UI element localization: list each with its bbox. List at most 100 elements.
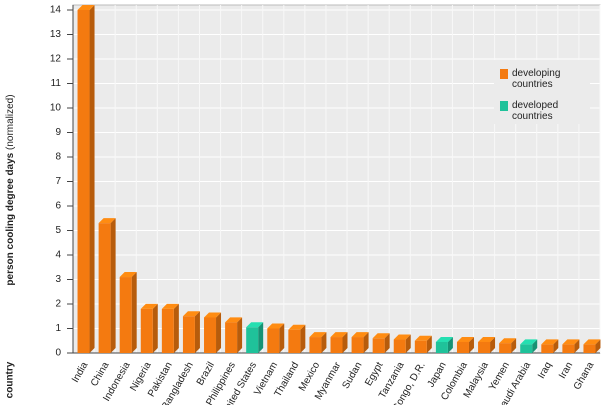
bar bbox=[246, 327, 259, 353]
bar bbox=[562, 344, 575, 353]
bar-top bbox=[77, 5, 95, 10]
y-tick-label: 8 bbox=[55, 152, 61, 163]
y-tick-label: 12 bbox=[50, 54, 62, 65]
bar-side bbox=[532, 339, 538, 353]
bar-top bbox=[140, 303, 158, 309]
bar-side bbox=[426, 335, 432, 353]
bar-top bbox=[204, 312, 222, 318]
x-tick-label: India bbox=[70, 360, 91, 385]
bar-top bbox=[288, 324, 306, 330]
x-axis-label: country bbox=[5, 361, 16, 398]
bar-top bbox=[372, 333, 390, 339]
bar bbox=[140, 308, 153, 353]
y-tick-label: 2 bbox=[55, 299, 61, 310]
x-tick-label: Ghana bbox=[572, 360, 597, 392]
bar bbox=[161, 308, 174, 353]
bar-side bbox=[89, 5, 95, 353]
y-axis-label-note: (normalized) bbox=[5, 94, 16, 150]
bar bbox=[393, 339, 406, 353]
bar bbox=[98, 223, 111, 353]
y-tick-label: 0 bbox=[55, 348, 61, 359]
bar-side bbox=[216, 312, 222, 353]
bar-side bbox=[447, 336, 453, 353]
bar-side bbox=[131, 272, 137, 353]
bar-top bbox=[414, 335, 432, 341]
bar bbox=[583, 344, 596, 353]
bar-side bbox=[511, 338, 517, 353]
legend-entry: developed countries bbox=[512, 100, 559, 122]
x-tick-label: Iraq bbox=[536, 360, 554, 380]
y-tick-label: 4 bbox=[55, 250, 61, 261]
y-tick-label: 6 bbox=[55, 201, 61, 212]
bar-top bbox=[161, 303, 179, 309]
y-tick-label: 9 bbox=[55, 127, 61, 138]
bar-side bbox=[363, 332, 369, 353]
legend-entry: developing countries bbox=[512, 68, 561, 90]
bar-side bbox=[405, 334, 411, 353]
y-axis-label-main: person cooling degree days bbox=[5, 152, 16, 285]
x-tick-label: Brazil bbox=[195, 360, 217, 387]
bar-side bbox=[468, 336, 474, 353]
bar-top bbox=[182, 311, 200, 317]
y-tick-label: 7 bbox=[55, 176, 61, 187]
bar bbox=[182, 316, 195, 353]
bar bbox=[288, 329, 301, 353]
bar bbox=[267, 328, 280, 353]
bar bbox=[435, 341, 448, 353]
y-tick-label: 11 bbox=[51, 78, 62, 89]
bar-top bbox=[351, 332, 369, 338]
bar bbox=[204, 317, 217, 353]
bar-top bbox=[393, 334, 411, 340]
bar-side bbox=[152, 303, 158, 353]
x-tick-label: Sudan bbox=[340, 360, 364, 391]
bar-top bbox=[267, 323, 285, 329]
bar-top bbox=[541, 339, 559, 345]
bar-side bbox=[237, 317, 243, 353]
bar bbox=[225, 322, 238, 353]
bar-side bbox=[321, 332, 327, 353]
bar bbox=[541, 344, 554, 353]
bar-top bbox=[499, 338, 517, 344]
x-tick-label: Iran bbox=[557, 360, 575, 380]
bar-top bbox=[246, 322, 264, 328]
bar-top bbox=[478, 336, 496, 342]
bar-side bbox=[574, 339, 580, 353]
y-tick-label: 10 bbox=[50, 103, 62, 114]
legend-swatch bbox=[500, 101, 508, 111]
bar-top bbox=[119, 272, 137, 278]
bar-side bbox=[342, 332, 348, 353]
bar-top bbox=[225, 317, 243, 323]
bar bbox=[478, 341, 491, 353]
bar-side bbox=[258, 322, 264, 353]
y-axis-label: person cooling degree days (normalized) bbox=[5, 94, 16, 285]
y-tick-label: 13 bbox=[50, 29, 62, 40]
bar-side bbox=[110, 218, 116, 353]
bar bbox=[119, 277, 132, 353]
bar-top bbox=[583, 339, 601, 345]
bar-top bbox=[562, 339, 580, 345]
bar-side bbox=[595, 339, 601, 353]
plot-area bbox=[72, 4, 601, 354]
bar-top bbox=[435, 336, 453, 342]
bar bbox=[372, 338, 385, 353]
legend-box bbox=[494, 60, 590, 124]
bar-top bbox=[98, 218, 116, 224]
bar-top bbox=[309, 332, 327, 338]
legend-label: developed countries bbox=[512, 100, 559, 122]
bar-side bbox=[194, 311, 200, 353]
y-tick-label: 14 bbox=[50, 5, 62, 16]
y-tick-label: 3 bbox=[55, 274, 61, 285]
bar bbox=[330, 337, 343, 353]
bar bbox=[351, 337, 364, 353]
bar-side bbox=[384, 333, 390, 353]
legend-swatch bbox=[500, 69, 508, 79]
legend-label: developing countries bbox=[512, 68, 561, 90]
bar-top bbox=[520, 339, 538, 345]
bar-top bbox=[456, 336, 474, 342]
y-tick-label: 1 bbox=[55, 323, 61, 334]
y-tick-label: 5 bbox=[55, 225, 61, 236]
x-tick-label: Egypt bbox=[363, 360, 385, 388]
bar bbox=[499, 343, 512, 353]
bar bbox=[414, 340, 427, 353]
bar bbox=[309, 337, 322, 353]
